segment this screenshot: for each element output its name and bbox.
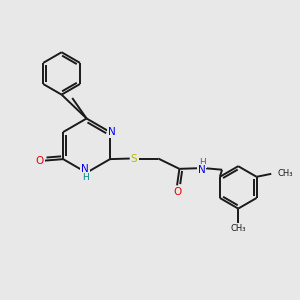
Text: CH₃: CH₃	[230, 224, 246, 233]
Text: N: N	[81, 164, 89, 174]
Text: O: O	[35, 156, 44, 166]
Text: O: O	[173, 187, 181, 197]
Text: H: H	[82, 173, 88, 182]
Text: CH₃: CH₃	[278, 169, 293, 178]
Text: N: N	[108, 127, 116, 137]
Text: N: N	[198, 165, 205, 175]
Text: S: S	[131, 154, 137, 164]
Text: H: H	[199, 158, 206, 167]
